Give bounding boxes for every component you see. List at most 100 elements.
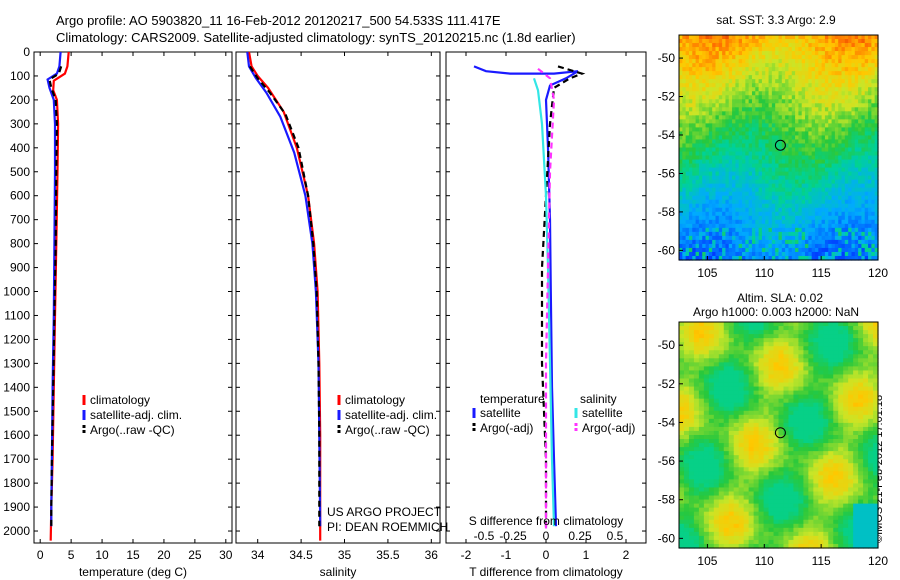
map-cell	[783, 358, 790, 363]
depth-tick-label: 700	[10, 213, 30, 227]
map-cell	[851, 139, 856, 145]
map-cell	[735, 227, 740, 233]
map-cell	[858, 47, 863, 52]
map-cell	[688, 239, 693, 245]
map-cell	[682, 199, 687, 205]
map-cell	[733, 330, 740, 335]
map-cell	[808, 443, 814, 448]
map-cell	[788, 326, 795, 331]
map-cell	[712, 183, 717, 189]
map-cell	[761, 83, 766, 88]
map-cell	[861, 47, 866, 52]
map-cell	[688, 338, 695, 343]
map-cell	[761, 199, 766, 205]
map-cell	[858, 414, 864, 420]
map-cell	[748, 59, 753, 64]
map-cell	[765, 47, 770, 52]
map-cell	[808, 398, 814, 404]
map-ytick-label: -52	[658, 90, 676, 104]
map-cell	[861, 199, 866, 205]
map-cell	[692, 247, 697, 253]
map-cell	[688, 75, 693, 80]
map-cell	[801, 247, 806, 253]
map-cell	[775, 219, 780, 225]
map-cell	[679, 334, 685, 339]
map-cell	[712, 55, 717, 60]
map-cell	[743, 451, 750, 456]
map-cell	[713, 394, 720, 400]
map-cell	[848, 366, 854, 372]
map-cell	[868, 139, 872, 145]
map-cell	[831, 135, 836, 141]
map-cell	[838, 410, 844, 416]
map-cell	[853, 402, 859, 408]
map-cell	[758, 255, 763, 261]
map-cell	[738, 394, 745, 400]
map-cell	[828, 187, 833, 193]
map-cell	[824, 215, 829, 221]
map-cell	[761, 207, 766, 213]
map-cell	[702, 55, 707, 60]
map-cell	[798, 410, 804, 416]
map-cell	[874, 215, 879, 221]
map-cell	[748, 199, 753, 205]
map-cell	[765, 51, 770, 56]
map-cell	[705, 171, 710, 177]
map-cell	[821, 111, 826, 116]
map-cell	[688, 334, 695, 339]
map-cell	[715, 75, 720, 80]
map-cell	[765, 75, 770, 80]
profile-location-marker	[774, 139, 786, 151]
map-cell	[861, 191, 866, 197]
map-cell	[682, 171, 687, 177]
map-cell	[818, 414, 824, 420]
difference-legend: temperature salinitysatelliteArgo(-adj)sa…	[469, 392, 636, 543]
map-cell	[814, 63, 819, 68]
map-cell	[805, 99, 809, 104]
map-cell	[685, 127, 690, 133]
map-cell	[698, 366, 705, 372]
map-cell	[748, 227, 753, 233]
map-cell	[708, 378, 715, 384]
map-cell	[805, 199, 809, 205]
map-cell	[853, 346, 859, 351]
map-cell	[735, 151, 740, 157]
salinity-xtick-label: 35	[338, 548, 352, 562]
map-cell	[841, 127, 846, 133]
map-cell	[733, 382, 740, 388]
map-cell	[838, 251, 843, 257]
difference-top-tick-label: 0	[543, 529, 550, 543]
map-cell	[755, 47, 760, 52]
map-cell	[858, 451, 864, 456]
map-cell	[805, 103, 809, 108]
map-cell	[761, 223, 766, 229]
map-cell	[781, 215, 786, 221]
map-cell	[758, 251, 763, 257]
map-cell	[748, 47, 753, 52]
map-cell	[841, 75, 846, 80]
map-cell	[864, 43, 869, 48]
map-cell	[858, 231, 863, 237]
map-cell	[733, 354, 740, 359]
map-cell	[788, 406, 795, 412]
map-cell	[698, 139, 703, 145]
map-cell	[788, 239, 793, 245]
map-cell	[864, 131, 869, 137]
map-cell	[828, 354, 834, 359]
map-cell	[713, 326, 720, 331]
map-cell	[742, 199, 746, 205]
map-cell	[805, 35, 809, 40]
map-cell	[761, 119, 766, 124]
map-cell	[808, 426, 814, 432]
map-cell	[868, 123, 872, 129]
map-cell	[818, 211, 823, 217]
map-cell	[715, 199, 720, 205]
map-cell	[728, 143, 733, 149]
map-cell	[788, 410, 795, 416]
map-cell	[805, 107, 809, 112]
map-cell	[748, 95, 753, 100]
map-cell	[728, 255, 733, 261]
map-cell	[683, 394, 690, 400]
map-cell	[742, 63, 746, 68]
map-cell	[698, 207, 703, 213]
